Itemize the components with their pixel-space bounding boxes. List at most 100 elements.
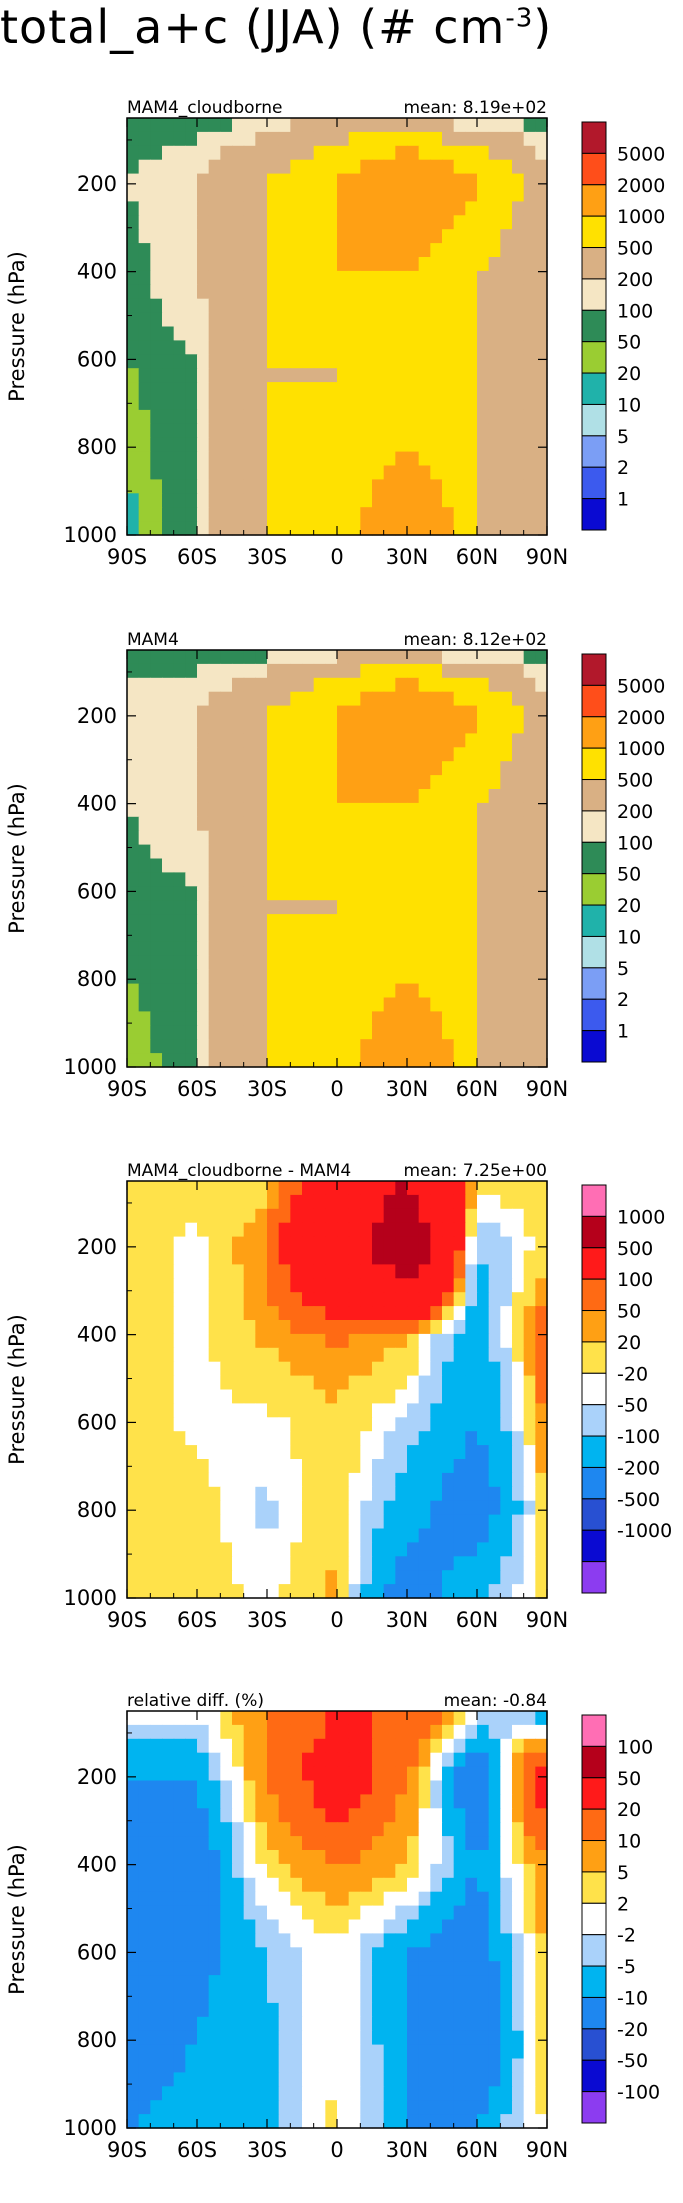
field-cell	[313, 1891, 326, 1907]
field-cell	[127, 2030, 140, 2046]
field-cell	[337, 145, 350, 161]
field-cell	[337, 1919, 350, 1934]
field-cell	[337, 1236, 350, 1252]
field-cell	[488, 382, 501, 397]
field-cell	[500, 257, 513, 272]
field-cell	[220, 858, 233, 873]
field-cell	[407, 1528, 420, 1543]
colorbar-label: 2	[617, 457, 629, 479]
field-cell	[418, 941, 431, 957]
field-cell	[383, 2016, 396, 2032]
field-cell	[395, 284, 408, 300]
field-cell	[150, 2072, 163, 2087]
field-cell	[232, 1989, 245, 2004]
field-cell	[150, 941, 163, 957]
field-cell	[232, 368, 245, 383]
colorbar-label: 50	[617, 1768, 641, 1790]
field-cell	[337, 173, 350, 189]
field-cell	[383, 914, 396, 929]
field-cell	[185, 1039, 198, 1054]
field-cell	[360, 1822, 373, 1837]
field-cell	[185, 1194, 198, 1210]
field-cell	[325, 1863, 338, 1879]
field-cell	[453, 1431, 466, 1446]
field-cell	[523, 437, 536, 453]
colorbar-swatch	[581, 1215, 607, 1249]
field-cell	[197, 1752, 210, 1768]
field-cell	[465, 1738, 478, 1754]
field-cell	[290, 229, 303, 244]
field-cell	[173, 493, 186, 508]
field-cell	[535, 1306, 548, 1321]
field-cell	[372, 1222, 385, 1238]
field-cell	[477, 1933, 490, 1948]
field-cell	[150, 284, 163, 300]
field-cell	[477, 1472, 490, 1488]
field-cell	[150, 1306, 163, 1321]
field-cell	[255, 1556, 268, 1571]
field-cell	[465, 1403, 478, 1418]
field-cell	[162, 479, 175, 494]
field-cell	[302, 928, 315, 943]
field-cell	[360, 1445, 373, 1460]
colorbar-label: 1	[617, 1021, 629, 1043]
field-cell	[162, 1472, 175, 1488]
field-cell	[325, 1891, 338, 1907]
field-cell	[512, 1556, 525, 1571]
field-cell	[290, 1278, 303, 1293]
field-cell	[418, 1877, 431, 1893]
field-cell	[127, 396, 140, 411]
field-cell	[500, 201, 513, 216]
field-cell	[138, 2100, 151, 2115]
field-cell	[302, 451, 315, 467]
field-cell	[150, 1780, 163, 1795]
field-cell	[512, 1542, 525, 1557]
field-cell	[488, 409, 501, 425]
colorbar-label: 1000	[617, 738, 665, 760]
colorbar-label: -5	[617, 1956, 636, 1978]
field-cell	[232, 1905, 245, 1921]
field-cell	[430, 1975, 443, 1990]
field-cell	[337, 2002, 350, 2018]
field-cell	[255, 159, 268, 175]
field-cell	[535, 201, 548, 216]
field-cell	[290, 1459, 303, 1474]
field-cell	[488, 1053, 501, 1068]
field-cell	[255, 368, 268, 383]
field-cell	[348, 1250, 361, 1265]
field-cell	[325, 969, 338, 985]
field-cell	[372, 1711, 385, 1726]
field-cell	[453, 284, 466, 300]
field-cell	[430, 1333, 443, 1349]
field-cell	[232, 1236, 245, 1252]
field-cell	[360, 1320, 373, 1335]
field-cell	[430, 1222, 443, 1238]
field-cell	[523, 1905, 536, 1921]
field-cell	[395, 1053, 408, 1068]
field-cell	[243, 1961, 256, 1976]
field-cell	[337, 1933, 350, 1948]
field-cell	[313, 1514, 326, 1530]
field-cell	[535, 1836, 548, 1851]
field-cell	[442, 1278, 455, 1293]
field-cell	[185, 409, 198, 425]
field-cell	[348, 1528, 361, 1543]
field-cell	[442, 1556, 455, 1571]
field-cell	[173, 326, 186, 341]
field-cell	[243, 340, 256, 355]
field-cell	[477, 2058, 490, 2073]
field-cell	[395, 1711, 408, 1726]
field-cell	[173, 1570, 186, 1585]
field-cell	[488, 844, 501, 860]
field-cell	[372, 969, 385, 985]
y-tick-label: 400	[77, 1853, 117, 1877]
colorbar-swatch	[581, 1466, 607, 1500]
field-cell	[255, 2002, 268, 2018]
field-cell	[360, 1808, 373, 1823]
field-cell	[535, 2072, 548, 2087]
field-cell	[512, 1975, 525, 1990]
field-cell	[535, 1850, 548, 1865]
field-cell	[535, 437, 548, 453]
field-cell	[348, 2002, 361, 2018]
field-cell	[232, 663, 245, 679]
